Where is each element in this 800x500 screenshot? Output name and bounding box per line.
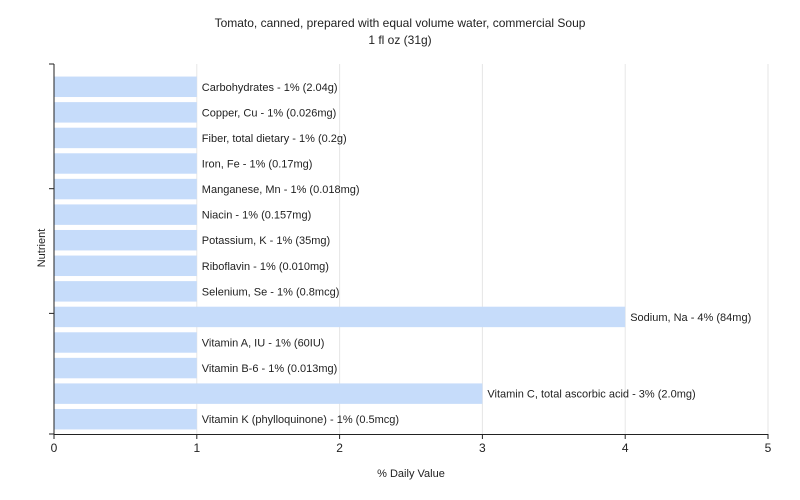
x-tick-label: 4 xyxy=(622,441,629,455)
bar xyxy=(54,229,197,251)
bar xyxy=(54,357,197,379)
x-tick-label: 3 xyxy=(479,441,486,455)
grid-lines xyxy=(196,64,769,434)
bar xyxy=(54,102,197,123)
bar-data-label: Carbohydrates - 1% (2.04g) xyxy=(202,82,338,94)
bar xyxy=(54,127,197,149)
bar xyxy=(54,178,197,200)
x-tick-label: 2 xyxy=(336,441,343,455)
bar-data-label: Vitamin K (phylloquinone) - 1% (0.5mcg) xyxy=(202,414,399,426)
y-axis-title: Nutrient xyxy=(36,229,48,268)
chart-title: Tomato, canned, prepared with equal volu… xyxy=(215,16,586,30)
bar xyxy=(54,281,197,302)
bar xyxy=(54,306,626,328)
bar-data-label: Iron, Fe - 1% (0.17mg) xyxy=(202,159,313,171)
bar-data-label: Copper, Cu - 1% (0.026mg) xyxy=(202,107,337,119)
bar-data-label: Vitamin B-6 - 1% (0.013mg) xyxy=(202,363,338,375)
bars-group: Carbohydrates - 1% (2.04g) Copper, Cu - 1… xyxy=(54,76,751,430)
bar-data-label: Sodium, Na - 4% (84mg) xyxy=(630,312,751,324)
axes-group: 0 1 2 3 4 5 xyxy=(49,63,772,455)
bar xyxy=(54,408,197,430)
x-tick-label: 0 xyxy=(51,441,58,455)
bar-data-label: Vitamin A, IU - 1% (60IU) xyxy=(202,338,325,350)
bar xyxy=(54,153,197,174)
x-axis-title: % Daily Value xyxy=(377,468,445,480)
bar xyxy=(54,255,197,277)
x-tick-label: 1 xyxy=(193,441,200,455)
bar-data-label: Selenium, Se - 1% (0.8mcg) xyxy=(202,286,340,298)
bar-data-label: Vitamin C, total ascorbic acid - 3% (2.0… xyxy=(487,389,695,401)
bar xyxy=(54,383,483,404)
bar-data-label: Manganese, Mn - 1% (0.018mg) xyxy=(202,184,360,196)
bar-data-label: Riboflavin - 1% (0.010mg) xyxy=(202,261,329,273)
bar-data-label: Potassium, K - 1% (35mg) xyxy=(202,235,330,247)
bar xyxy=(54,332,197,353)
bar-data-label: Fiber, total dietary - 1% (0.2g) xyxy=(202,133,347,145)
chart-subtitle: 1 fl oz (31g) xyxy=(368,33,431,47)
bar xyxy=(54,204,197,225)
bar-data-label: Niacin - 1% (0.157mg) xyxy=(202,210,311,222)
x-tick-label: 5 xyxy=(765,441,772,455)
bar xyxy=(54,76,197,98)
